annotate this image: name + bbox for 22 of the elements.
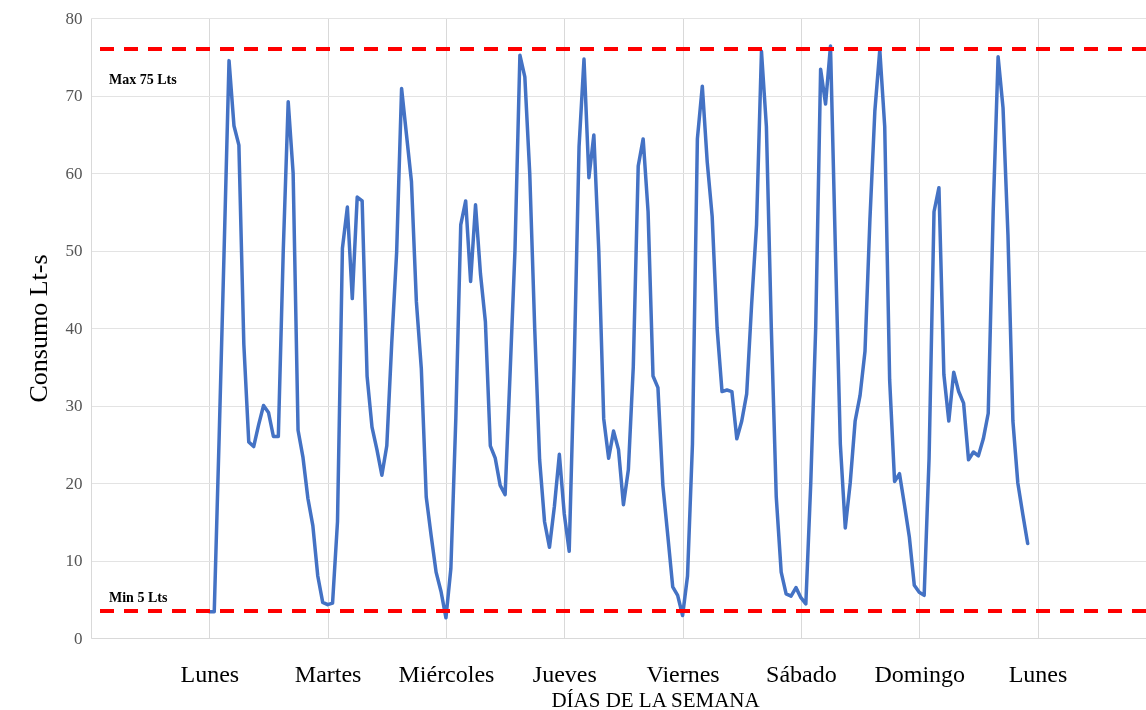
ref-line-label: Min 5 Lts bbox=[109, 589, 168, 605]
x-tick-label: Sábado bbox=[766, 660, 837, 687]
x-tick-label: Miércoles bbox=[398, 660, 495, 687]
x-tick-label: Martes bbox=[294, 660, 362, 687]
y-tick-label: 80 bbox=[65, 8, 83, 28]
y-tick-label: 40 bbox=[65, 318, 83, 338]
y-tick-label: 30 bbox=[65, 396, 83, 415]
y-tick-label: 20 bbox=[65, 473, 83, 493]
y-tick-label: 0 bbox=[74, 628, 83, 648]
y-tick-label: 60 bbox=[65, 163, 83, 183]
y-tick-label: 70 bbox=[65, 86, 83, 105]
x-tick-label: Lunes bbox=[180, 660, 240, 687]
y-tick-label: 50 bbox=[65, 241, 83, 260]
x-tick-label: Viernes bbox=[646, 660, 720, 687]
x-tick-label: Jueves bbox=[532, 660, 597, 687]
ref-line-label: Max 75 Lts bbox=[109, 72, 178, 87]
y-axis-title: Consumo Lt-s bbox=[23, 254, 53, 403]
y-tick-label: 10 bbox=[65, 551, 83, 570]
x-tick-label: Domingo bbox=[874, 660, 966, 687]
x-axis-title: DÍAS DE LA SEMANA bbox=[551, 687, 761, 710]
x-tick-label: Lunes bbox=[1008, 660, 1068, 687]
line-series bbox=[207, 44, 1030, 620]
